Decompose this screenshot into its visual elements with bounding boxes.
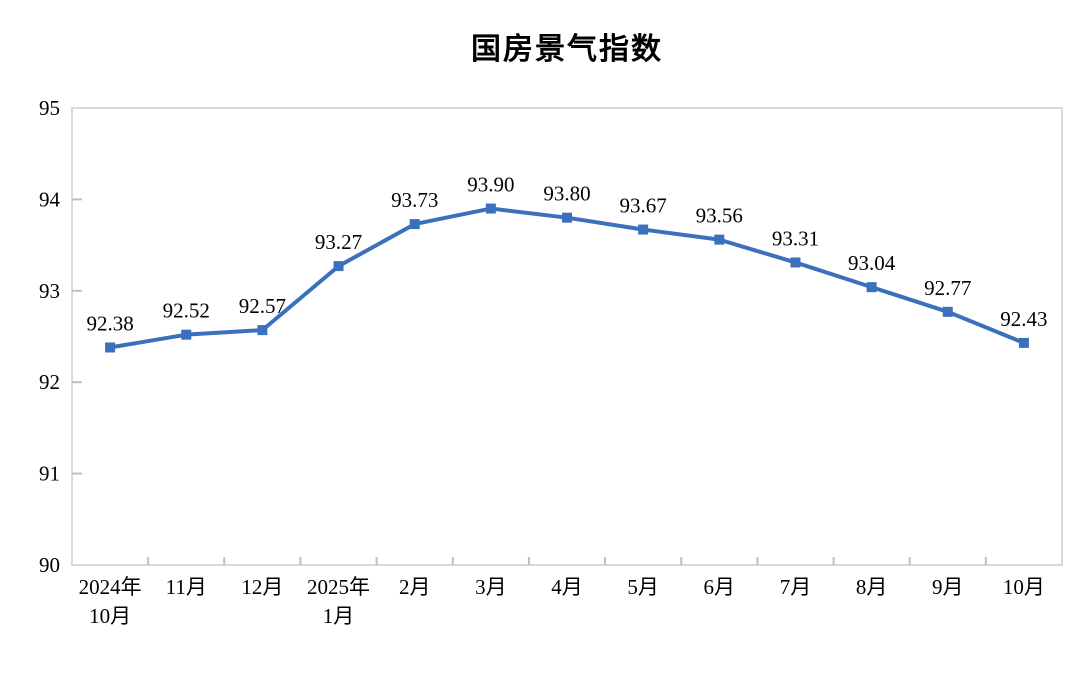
x-axis-label: 4月 — [551, 575, 583, 599]
y-axis-label: 90 — [39, 553, 60, 577]
data-point-marker — [333, 261, 344, 272]
data-label: 92.52 — [163, 299, 210, 323]
data-point-marker — [866, 282, 877, 293]
x-axis-label: 6月 — [704, 575, 736, 599]
y-axis-label: 92 — [39, 370, 60, 394]
data-point-marker — [409, 219, 420, 230]
plot-border — [71, 107, 1063, 566]
x-axis-label: 10月 — [1003, 575, 1045, 599]
data-point-marker — [562, 212, 572, 223]
data-label: 93.56 — [696, 204, 743, 228]
data-label: 93.04 — [848, 251, 896, 275]
data-point-marker — [485, 203, 496, 214]
data-label: 93.31 — [772, 226, 819, 250]
data-label: 92.43 — [1000, 307, 1047, 331]
x-axis-label: 12月 — [241, 575, 283, 599]
x-axis-label: 9月 — [932, 575, 964, 599]
x-axis-label: 2024年 — [79, 575, 142, 599]
data-label: 92.77 — [924, 276, 971, 300]
data-point-marker — [790, 257, 801, 268]
data-label: 92.38 — [86, 311, 133, 335]
y-axis-label: 95 — [39, 96, 60, 120]
data-point-marker — [1018, 337, 1029, 348]
x-axis-label: 2月 — [399, 575, 431, 599]
data-label: 93.90 — [467, 173, 514, 197]
series-line — [108, 206, 1026, 350]
y-axis-label: 94 — [39, 187, 61, 211]
data-point-marker — [714, 234, 725, 245]
x-axis-label: 7月 — [780, 575, 812, 599]
data-point-marker — [638, 224, 649, 235]
x-axis-label: 5月 — [627, 575, 659, 599]
data-label: 93.73 — [391, 188, 438, 212]
x-axis-label: 1月 — [323, 604, 355, 628]
x-axis-label: 10月 — [89, 604, 131, 628]
data-point-marker — [942, 306, 953, 317]
data-label: 93.80 — [543, 182, 590, 206]
chart-title: 国房景气指数 — [471, 33, 663, 66]
data-label: 93.67 — [620, 194, 667, 218]
x-axis-label: 8月 — [856, 575, 888, 599]
data-point-marker — [257, 325, 268, 336]
data-label: 92.57 — [239, 294, 286, 318]
x-axis-label: 11月 — [166, 575, 207, 599]
x-axis-label: 3月 — [475, 575, 507, 599]
x-axis-label: 2025年 — [307, 575, 370, 599]
data-point-marker — [181, 329, 192, 340]
y-axis-label: 93 — [39, 279, 60, 303]
data-label: 93.27 — [315, 230, 362, 254]
y-axis-label: 91 — [39, 462, 60, 486]
data-point-marker — [105, 342, 116, 353]
